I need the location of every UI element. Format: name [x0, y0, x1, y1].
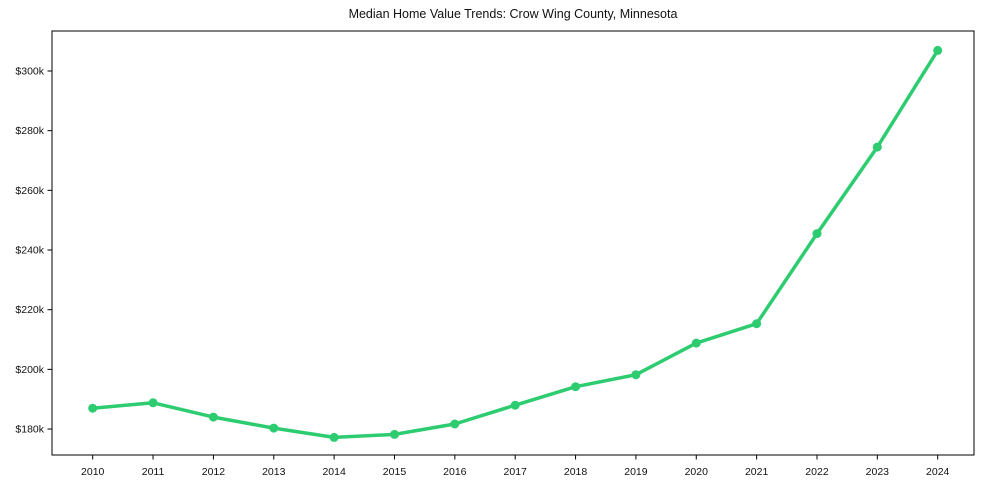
data-point: [88, 403, 98, 413]
y-tick-label: $260k: [15, 185, 44, 197]
x-tick-label: 2011: [142, 466, 165, 478]
x-tick-label: 2017: [504, 466, 528, 478]
data-point: [933, 45, 943, 55]
x-tick-label: 2015: [383, 466, 407, 478]
x-tick-label: 2020: [685, 466, 709, 478]
data-point: [571, 382, 581, 392]
y-tick-label: $240k: [15, 245, 44, 257]
chart-title: Median Home Value Trends: Crow Wing Coun…: [348, 7, 678, 21]
data-point: [812, 229, 822, 239]
x-tick-label: 2021: [745, 466, 769, 478]
trend-line: [90, 48, 940, 440]
data-point: [752, 319, 762, 329]
x-tick-label: 2022: [805, 466, 829, 478]
y-tick-label: $200k: [15, 364, 44, 376]
x-tick-label: 2012: [202, 466, 226, 478]
data-point: [390, 429, 399, 439]
y-tick-label: $280k: [15, 125, 44, 137]
x-tick-label: 2024: [926, 466, 950, 478]
data-point: [450, 419, 460, 429]
data-point: [510, 400, 520, 410]
data-point: [148, 398, 158, 408]
y-tick-label: $300k: [15, 65, 44, 77]
plot-frame: [51, 30, 975, 456]
x-tick-label: 2016: [443, 466, 467, 478]
x-tick-label: 2013: [262, 466, 286, 478]
x-tick-label: 2019: [624, 466, 648, 478]
y-tick-label: $220k: [15, 304, 44, 316]
data-point: [269, 423, 279, 433]
x-tick-label: 2010: [81, 466, 105, 478]
data-point: [631, 370, 641, 380]
data-point: [872, 142, 882, 152]
x-tick-label: 2023: [866, 466, 890, 478]
data-point: [691, 338, 701, 348]
y-tick-label: $180k: [15, 424, 44, 436]
x-tick-label: 2018: [564, 466, 588, 478]
data-point: [329, 432, 339, 442]
data-point: [208, 412, 218, 422]
x-tick-label: 2014: [322, 466, 346, 478]
